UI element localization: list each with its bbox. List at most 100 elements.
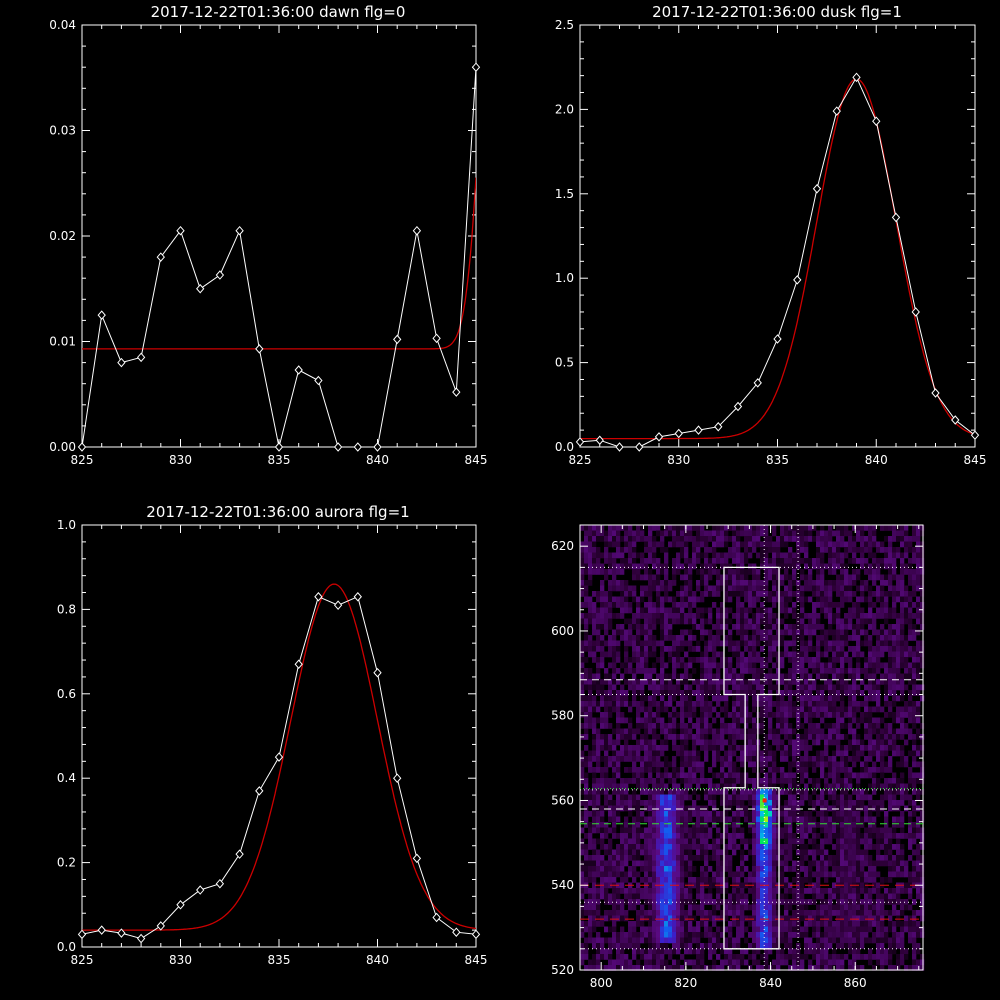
x-tick-label: 845 <box>465 953 488 967</box>
data-point <box>373 442 382 452</box>
data-point <box>136 352 146 363</box>
data-point <box>452 927 461 937</box>
x-tick-label: 835 <box>766 453 789 467</box>
x-tick-label: 840 <box>759 976 782 990</box>
data-point <box>393 334 402 345</box>
x-tick-label: 860 <box>844 976 867 990</box>
fit-curve <box>82 583 476 931</box>
data-point <box>471 62 481 72</box>
y-tick-label: 0.00 <box>49 440 76 454</box>
data-point <box>274 442 284 452</box>
x-tick-label: 835 <box>268 453 291 467</box>
data-point <box>793 275 802 285</box>
fit-curve <box>580 78 975 440</box>
x-tick-label: 835 <box>268 953 291 967</box>
data-point <box>156 921 165 931</box>
data-point <box>333 600 343 610</box>
y-tick-label: 0.04 <box>49 18 76 32</box>
data-point <box>654 432 664 442</box>
data-point <box>373 667 382 678</box>
aurora-title: 2017-12-22T01:36:00 aurora flg=1 <box>146 503 409 521</box>
data-point <box>77 442 87 452</box>
y-tick-label: 1.0 <box>57 518 76 532</box>
x-tick-label: 825 <box>71 453 94 467</box>
data-point <box>595 435 604 446</box>
data-point <box>714 421 723 432</box>
data-point <box>294 659 303 670</box>
data-point <box>970 430 980 440</box>
y-tick-label: 0.01 <box>49 335 76 349</box>
y-tick-label: 0.6 <box>57 687 76 701</box>
data-point <box>432 912 441 923</box>
data-point <box>931 388 940 398</box>
y-tick-label: 620 <box>551 539 574 553</box>
y-tick-label: 540 <box>551 878 574 892</box>
data-point <box>615 442 624 452</box>
x-tick-label: 830 <box>169 453 192 467</box>
data-point <box>215 878 225 889</box>
plot-frame <box>81 24 477 448</box>
x-tick-label: 830 <box>169 953 192 967</box>
y-tick-label: 0.8 <box>57 602 76 616</box>
data-point <box>156 252 165 262</box>
data-point <box>294 365 303 375</box>
data-point <box>773 334 782 344</box>
data-point <box>176 225 185 236</box>
data-point <box>832 106 841 116</box>
data-point <box>353 442 362 452</box>
data-point <box>117 357 126 368</box>
fit-curve <box>82 177 476 350</box>
data-point <box>674 428 683 439</box>
x-tick-label: 800 <box>590 976 613 990</box>
x-tick-label: 825 <box>569 453 592 467</box>
data-point <box>471 929 481 940</box>
data-point <box>235 225 244 236</box>
data-point <box>77 929 87 940</box>
y-tick-label: 560 <box>551 793 574 807</box>
x-tick-label: 840 <box>366 453 389 467</box>
plot-frame <box>81 524 477 948</box>
x-tick-label: 845 <box>964 453 987 467</box>
data-point <box>314 591 323 602</box>
data-point <box>872 116 881 126</box>
data-point <box>136 933 146 944</box>
data-point <box>891 212 901 223</box>
data-point <box>97 925 106 935</box>
data-point <box>635 442 644 452</box>
y-tick-label: 1.5 <box>555 187 574 201</box>
data-point <box>812 183 822 194</box>
data-point <box>274 752 284 762</box>
y-tick-label: 0.03 <box>49 124 76 138</box>
x-tick-label: 825 <box>71 953 94 967</box>
data-point <box>235 849 244 859</box>
data-point <box>117 928 126 938</box>
y-tick-label: 0.02 <box>49 229 76 243</box>
y-tick-label: 600 <box>551 624 574 638</box>
y-tick-label: 1.0 <box>555 271 574 285</box>
data-line <box>82 67 476 447</box>
data-point <box>196 885 205 895</box>
y-tick-label: 2.0 <box>555 102 574 116</box>
heatmap-pixels <box>580 525 925 971</box>
y-tick-label: 2.5 <box>555 18 574 32</box>
dawn-title: 2017-12-22T01:36:00 dawn flg=0 <box>151 3 406 21</box>
x-tick-label: 845 <box>465 453 488 467</box>
data-point <box>353 591 362 602</box>
plot-frame <box>579 24 976 448</box>
data-point <box>951 415 960 425</box>
y-tick-label: 0.5 <box>555 356 574 370</box>
peak-marker <box>762 798 767 803</box>
extraction-box <box>723 566 780 950</box>
data-point <box>432 333 441 344</box>
data-point <box>452 387 461 397</box>
x-tick-label: 830 <box>667 453 690 467</box>
dusk-panel: 2017-12-22T01:36:00 dusk flg=1 825 830 835… <box>555 3 987 467</box>
y-tick-label: 0.0 <box>57 940 76 954</box>
data-point <box>412 853 422 864</box>
data-point <box>255 786 264 796</box>
data-point <box>733 401 743 412</box>
y-tick-label: 0.0 <box>555 440 574 454</box>
data-point <box>412 225 422 236</box>
